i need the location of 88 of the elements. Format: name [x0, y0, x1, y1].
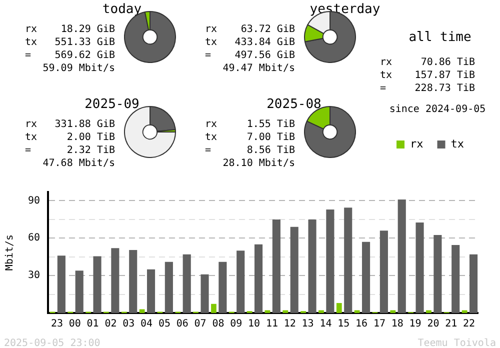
text: 47.68 Mbit/s: [42, 157, 115, 170]
bar: [290, 226, 298, 313]
text: = 2.32 TiB: [25, 145, 115, 156]
x-tick-label: 07: [194, 318, 206, 330]
text: rx 18.29 GiB: [25, 24, 115, 35]
bar: [93, 256, 102, 313]
text: 59.09 Mbit/s: [42, 62, 115, 75]
legend-label: rx: [410, 137, 424, 150]
text: = 497.56 GiB: [205, 50, 295, 61]
x-tick-label: 11: [266, 318, 278, 330]
x-tick-label: 01: [86, 318, 99, 330]
y-axis-title: Mbit/s: [4, 234, 16, 271]
bar: [318, 310, 324, 313]
bar: [336, 303, 342, 313]
bar: [326, 209, 334, 313]
bar: [200, 274, 209, 313]
text: rx 331.88 GiB: [25, 119, 115, 130]
x-tick-label: 22: [463, 318, 476, 330]
x-tick-label: 17: [373, 318, 386, 330]
bar: [272, 219, 280, 313]
bar: [236, 250, 245, 313]
x-tick-label: 13: [302, 318, 314, 330]
bar: [139, 309, 145, 313]
x-tick-label: 02: [104, 318, 117, 330]
bar: [390, 310, 396, 313]
chart-title: 2025-08: [266, 97, 322, 112]
bar: [434, 235, 442, 313]
x-tick-label: 23: [50, 318, 63, 330]
text: tx 7.00 TiB: [205, 132, 295, 143]
x-tick-label: 16: [356, 318, 368, 330]
bar: [111, 248, 120, 313]
bar: [354, 310, 360, 313]
x-tick-label: 19: [409, 318, 422, 330]
bar: [380, 230, 388, 313]
x-tick-label: 05: [158, 318, 170, 330]
text: tx 157.87 TiB: [380, 70, 475, 81]
x-tick-label: 06: [176, 318, 188, 330]
legend-label: tx: [450, 137, 464, 150]
bar: [218, 262, 227, 313]
x-tick-label: 18: [391, 318, 404, 330]
bar: [75, 270, 84, 313]
bar: [426, 310, 432, 313]
text: tx 433.84 GiB: [205, 37, 295, 48]
bar: [362, 242, 370, 313]
text: = 8.56 TiB: [205, 145, 295, 156]
bar: [416, 222, 424, 313]
text: all time: [408, 30, 472, 45]
x-tick-label: 03: [122, 318, 135, 330]
text: since 2024-09-05: [389, 103, 486, 116]
text: rx 70.86 TiB: [380, 57, 475, 68]
bar: [129, 250, 138, 313]
x-tick-label: 09: [230, 318, 242, 330]
text: = 569.62 GiB: [25, 50, 115, 61]
bar: [182, 254, 191, 313]
bar: [57, 256, 66, 313]
chart-title: 2025-09: [84, 97, 140, 112]
y-tick-label: 30: [28, 270, 40, 282]
text: tx 2.00 TiB: [25, 132, 115, 143]
text: rx 63.72 GiB: [205, 24, 295, 35]
x-tick-label: 21: [445, 318, 458, 330]
x-tick-label: 10: [248, 318, 260, 330]
bar: [452, 245, 460, 313]
bar: [469, 254, 478, 313]
bar: [146, 269, 156, 313]
bar: [344, 208, 352, 313]
bar: [254, 244, 263, 313]
text: 49.47 Mbit/s: [222, 62, 295, 75]
chart-title: yesterday: [310, 2, 380, 17]
y-tick-label: 90: [28, 195, 40, 206]
x-tick-label: 00: [68, 318, 81, 330]
text: tx 551.33 GiB: [25, 37, 115, 48]
chart-title: today: [102, 2, 142, 17]
x-tick-label: 04: [140, 318, 153, 330]
bar: [308, 219, 316, 313]
bar: [211, 304, 216, 313]
x-tick-label: 20: [427, 318, 440, 330]
bar: [462, 310, 468, 313]
text: = 228.73 TiB: [380, 83, 475, 94]
bar: [282, 310, 288, 313]
y-tick-label: 60: [28, 232, 40, 244]
x-tick-label: 08: [212, 318, 224, 330]
x-tick-label: 12: [284, 318, 296, 330]
text: rx 1.55 TiB: [205, 119, 295, 130]
text: 28.10 Mbit/s: [222, 157, 295, 170]
x-tick-label: 14: [320, 318, 332, 330]
x-tick-label: 15: [338, 318, 350, 330]
bar: [164, 262, 173, 313]
bar: [398, 199, 406, 313]
